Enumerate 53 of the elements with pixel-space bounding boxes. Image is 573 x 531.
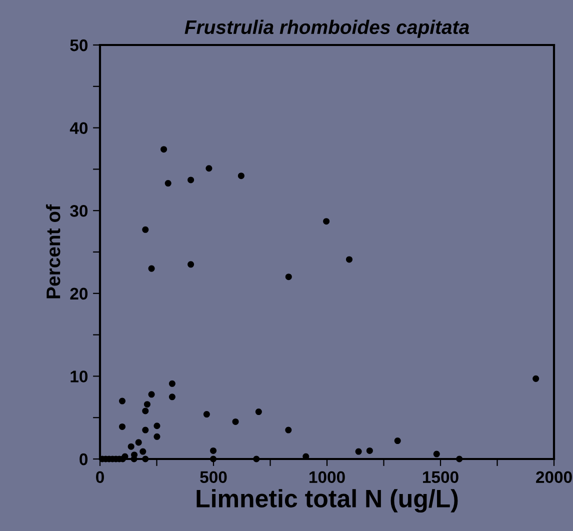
- y-tick-label: 30: [70, 205, 88, 217]
- y-tick-label: 0: [80, 453, 88, 466]
- point: [355, 448, 362, 455]
- point: [210, 447, 217, 454]
- point: [232, 418, 239, 425]
- point: [142, 426, 149, 434]
- point: [255, 408, 262, 416]
- x-tick-label: 1000: [310, 471, 345, 484]
- point: [253, 456, 260, 462]
- point: [188, 261, 194, 268]
- point: [366, 447, 373, 454]
- point: [210, 456, 217, 462]
- point: [532, 375, 540, 382]
- point: [206, 165, 212, 172]
- point: [203, 411, 210, 418]
- point: [164, 180, 172, 187]
- point: [160, 146, 168, 153]
- point: [128, 443, 134, 450]
- point: [142, 456, 149, 462]
- point: [188, 176, 194, 184]
- point: [433, 450, 440, 458]
- point: [142, 408, 149, 414]
- point: [118, 398, 126, 404]
- y-tick-label: 10: [70, 370, 88, 382]
- point: [154, 433, 160, 440]
- y-axis-title: Percent of: [46, 204, 60, 298]
- point: [168, 380, 176, 387]
- x-tick-label: 500: [200, 471, 227, 484]
- y-tick-label: 20: [70, 288, 88, 300]
- point: [130, 456, 138, 462]
- point: [142, 226, 149, 233]
- point: [148, 265, 155, 272]
- point: [394, 438, 401, 444]
- point: [346, 256, 353, 263]
- point: [140, 448, 146, 455]
- point: [285, 426, 292, 434]
- point: [168, 394, 176, 400]
- point: [118, 423, 126, 430]
- x-tick-label: 2000: [536, 471, 572, 484]
- point: [135, 439, 142, 446]
- point: [323, 218, 330, 225]
- point: [148, 391, 155, 398]
- point: [144, 401, 150, 408]
- y-tick-label: 50: [70, 39, 88, 52]
- y-tick-label: 40: [70, 122, 88, 134]
- point: [238, 172, 244, 180]
- x-tick-label: 1500: [423, 471, 458, 484]
- point: [285, 274, 292, 280]
- point: [456, 456, 463, 462]
- x-axis-title: Limnetic total N (ug/L): [196, 489, 458, 513]
- x-tick-label: 0: [96, 471, 104, 484]
- chart-title: Frustrulia rhomboides capitata: [184, 20, 470, 38]
- point: [154, 422, 160, 430]
